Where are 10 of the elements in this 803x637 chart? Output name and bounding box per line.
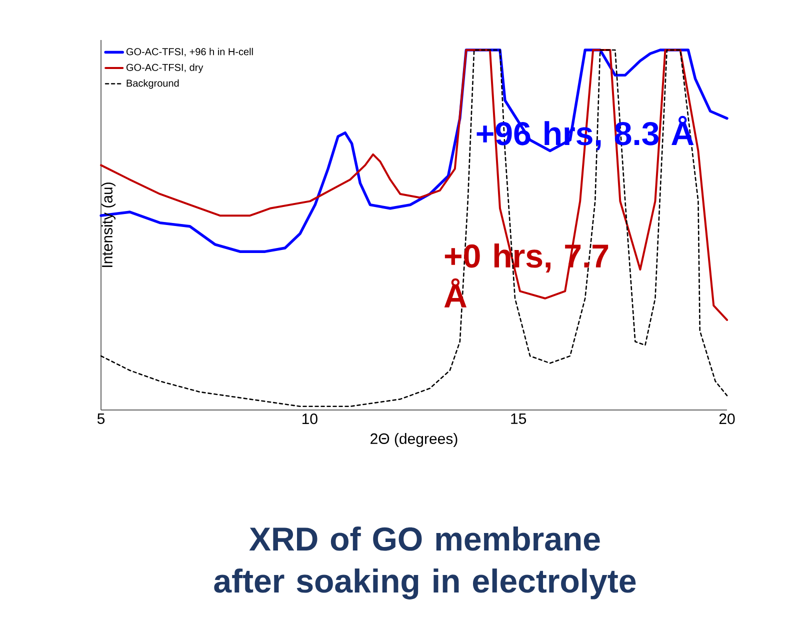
x-tick-label: 15 [511, 414, 526, 424]
legend-label: Background [126, 79, 179, 89]
x-tick-label: 10 [302, 414, 318, 424]
text: XRD of GO membrane after soaking in electrolyte [214, 526, 636, 600]
y-axis-title: Intensity (au) [101, 182, 116, 267]
legend-label: GO-AC-TFSI, dry [126, 64, 204, 73]
legend-label: GO-AC-TFSI, +96 h in H-cell [126, 48, 253, 56]
x-tick-label: 20 [719, 414, 735, 424]
x-axis-title: 2Θ (degrees) [370, 433, 458, 447]
x-tick-label: 5 [97, 414, 105, 424]
